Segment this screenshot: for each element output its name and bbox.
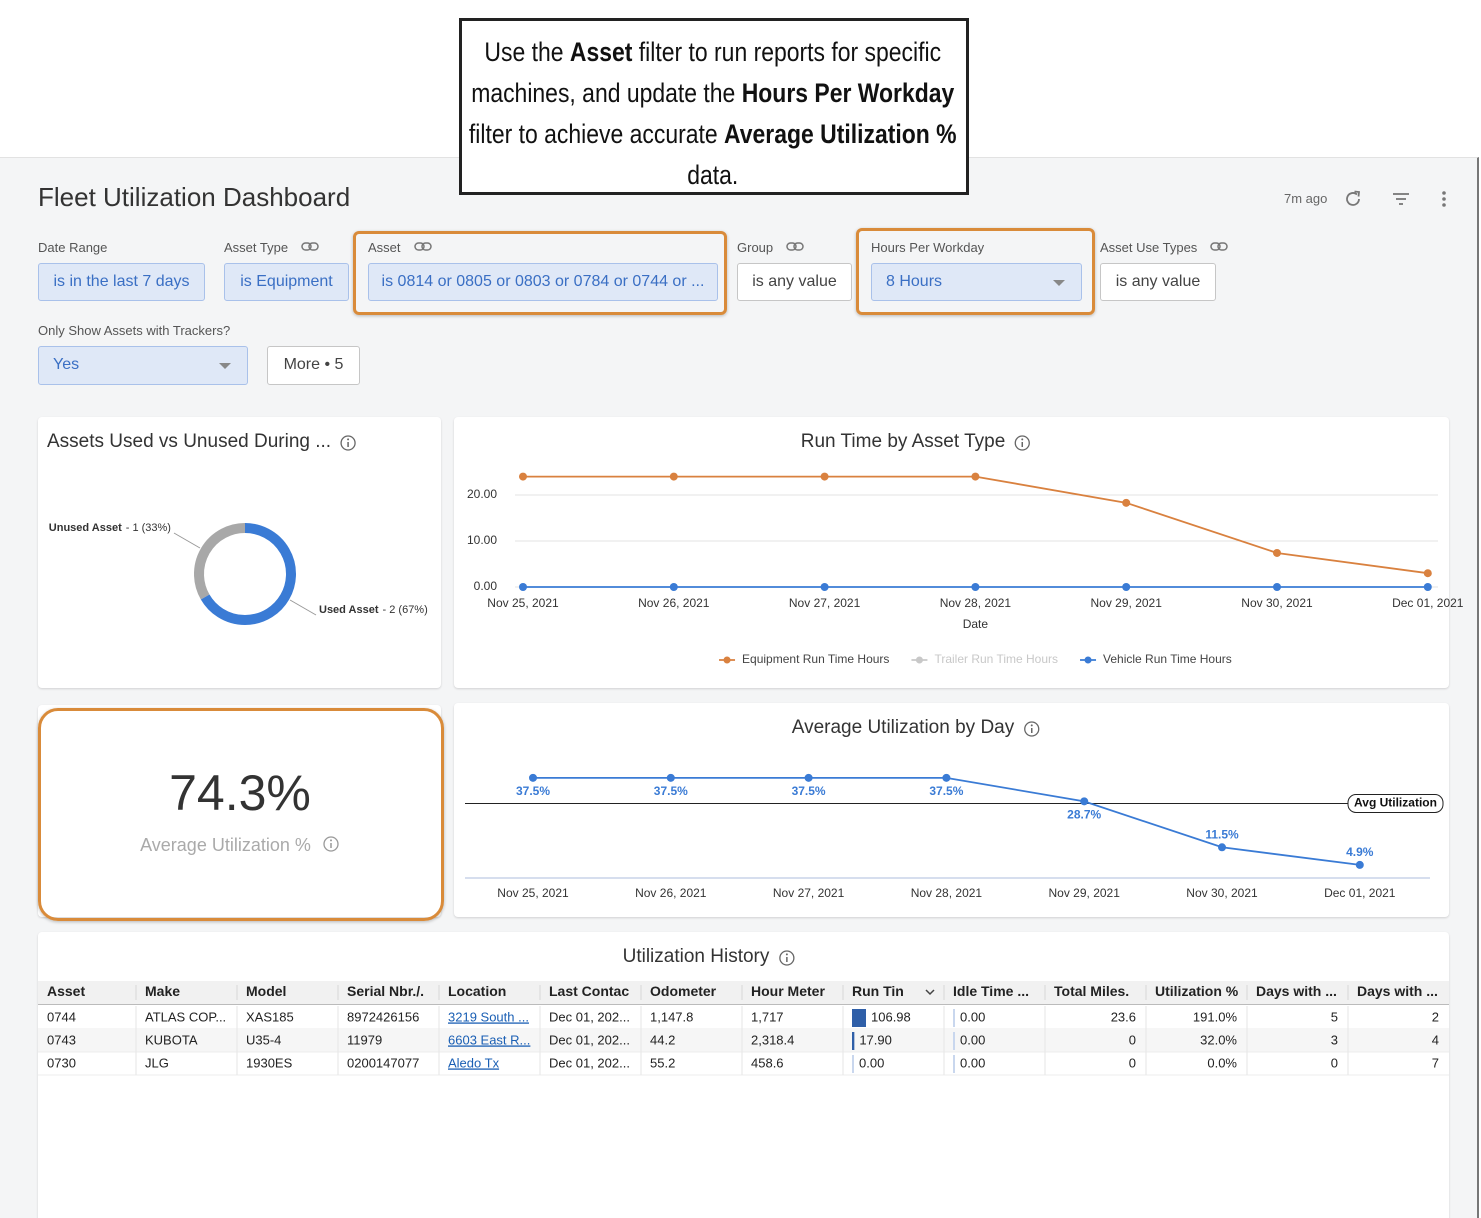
info-icon[interactable]: [322, 835, 340, 853]
filter-label: Asset: [368, 240, 401, 255]
menu-icon[interactable]: [1442, 191, 1446, 207]
link-icon: [414, 242, 432, 251]
filter-icon[interactable]: [1393, 193, 1409, 205]
callout-segment: Use the: [484, 37, 570, 67]
link-icon: [786, 242, 804, 251]
filter-dropdown[interactable]: Yes: [38, 346, 248, 385]
filter-dropdown[interactable]: 8 Hours: [871, 263, 1082, 301]
callout-segment: filter to run reports for specific machi…: [471, 37, 942, 108]
filter-chip[interactable]: is 0814 or 0805 or 0803 or 0784 or 0744 …: [368, 263, 718, 301]
filter-label: Only Show Assets with Trackers?: [38, 323, 231, 338]
more-button[interactable]: More • 5: [267, 346, 360, 385]
dropdown-value: Yes: [53, 356, 80, 373]
callout-bold: Asset: [569, 37, 633, 67]
dashboard-title: Fleet Utilization Dashboard: [38, 182, 351, 212]
highlight-asset: [353, 231, 727, 315]
filter-label: Date Range: [38, 240, 108, 255]
link-icons: [301, 242, 1228, 251]
filter-label: Hours Per Workday: [871, 240, 985, 255]
kpi-label: Average Utilization %: [140, 835, 311, 855]
refresh-icon[interactable]: [1346, 190, 1360, 206]
dropdown-caret: [219, 363, 231, 369]
callout-text: Use the Asset filter to run reports for …: [462, 21, 964, 192]
header-icons: [1346, 190, 1446, 207]
filter-label: Group: [737, 240, 774, 255]
filter-label: Asset Use Types: [1100, 240, 1198, 255]
link-icon: [301, 242, 319, 251]
callout-box: Use the Asset filter to run reports for …: [459, 18, 969, 195]
filter-label: Asset Type: [224, 240, 289, 255]
updated-time: 7m ago: [1284, 191, 1328, 206]
callout-segment: filter to achieve accurate: [468, 119, 725, 149]
dropdown-caret: [1053, 280, 1065, 286]
highlight-kpi: [38, 708, 444, 921]
kpi-panel: [38, 705, 441, 917]
callout-bold: Hours Per Workday: [741, 78, 955, 108]
filter-chip[interactable]: is Equipment: [224, 263, 349, 301]
table-panel: [38, 932, 1449, 1218]
callout-segment: data.: [687, 160, 739, 190]
filter-chip[interactable]: is in the last 7 days: [38, 263, 205, 301]
dropdown-value: 8 Hours: [886, 273, 943, 290]
utilization-panel: [454, 703, 1449, 917]
run-time-panel: [454, 417, 1449, 688]
kpi-label-row: Average Utilization %: [38, 835, 442, 856]
donut-panel: [38, 417, 441, 688]
filter-chip[interactable]: is any value: [737, 263, 852, 301]
callout-bold: Average Utilization %: [724, 119, 957, 149]
link-icon: [1210, 242, 1228, 251]
filter-chip[interactable]: is any value: [1100, 263, 1216, 301]
kpi-value: 74.3%: [169, 765, 311, 821]
highlight-hours: [856, 228, 1095, 315]
